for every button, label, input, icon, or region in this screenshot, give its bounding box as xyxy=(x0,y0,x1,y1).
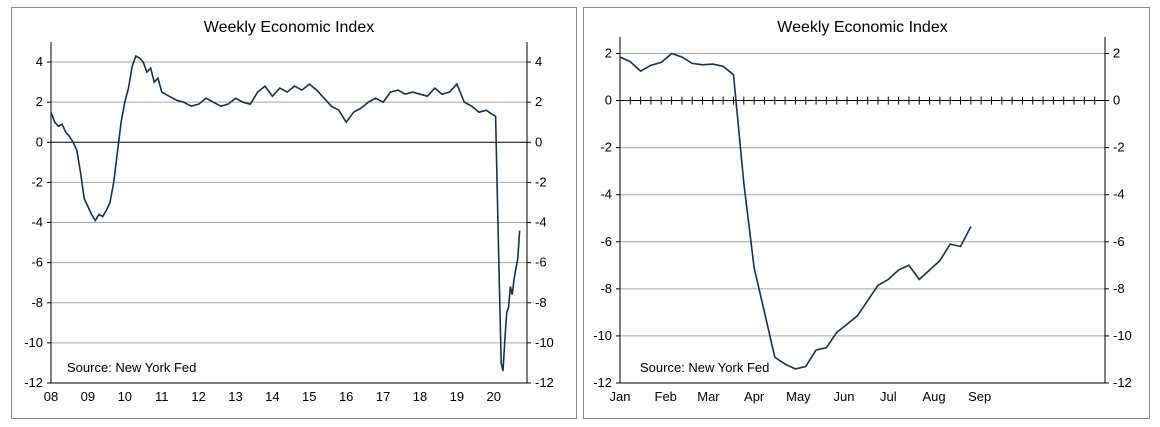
x-tick-label: 11 xyxy=(155,389,169,404)
y-tick-label-right: -12 xyxy=(1113,375,1132,390)
y-tick-label-left: 0 xyxy=(36,134,43,149)
x-tick-label: Mar xyxy=(697,389,720,404)
y-tick-label-left: -4 xyxy=(31,215,43,230)
chart-panel-long-run: Weekly Economic Index -12 -12 -10 -10 -8 -8 -6 -… xyxy=(11,7,577,419)
weekly-economic-index-chart-2020: Weekly Economic Index -12 -12 -10 -10 -8 -8 -6 -… xyxy=(593,19,1132,404)
weekly-economic-index-chart-2008-2020: Weekly Economic Index -12 -12 -10 -10 -8 -8 -6 -… xyxy=(24,19,554,404)
chart-title: Weekly Economic Index xyxy=(204,19,374,36)
x-tick-label: Apr xyxy=(744,389,765,404)
y-tick-label-right: -12 xyxy=(535,375,554,390)
y-tick-label-right: -6 xyxy=(535,255,547,270)
y-tick-label-right: -10 xyxy=(535,335,554,350)
x-tick-label: Jan xyxy=(610,389,631,404)
y-tick-label-right: -4 xyxy=(1113,187,1125,202)
series-line xyxy=(50,54,521,372)
x-tick-label: 13 xyxy=(228,389,242,404)
source-annotation: Source: New York Fed xyxy=(67,360,196,375)
x-tick-label: 15 xyxy=(302,389,316,404)
x-tick-label: Aug xyxy=(922,389,945,404)
x-tick-label: 08 xyxy=(44,389,58,404)
x-tick-label: 17 xyxy=(376,389,390,404)
y-tick-label-left: -8 xyxy=(600,281,612,296)
source-annotation: Source: New York Fed xyxy=(640,360,769,375)
chart-title: Weekly Economic Index xyxy=(777,19,947,36)
x-tick-label: Feb xyxy=(655,389,677,404)
y-tick-label-right: -2 xyxy=(535,174,547,189)
y-tick-label-left: 0 xyxy=(605,93,612,108)
y-tick-label-right: 2 xyxy=(1113,45,1120,60)
x-tick-label: 14 xyxy=(265,389,279,404)
series-line xyxy=(619,52,972,370)
y-tick-label-left: -2 xyxy=(600,140,612,155)
chart-panel-2020: Weekly Economic Index -12 -12 -10 -10 -8 -8 -6 -… xyxy=(583,7,1150,419)
y-tick-label-left: -6 xyxy=(600,234,612,249)
y-tick-label-right: -8 xyxy=(535,295,547,310)
x-tick-label: Jun xyxy=(834,389,855,404)
y-tick-label-left: -12 xyxy=(593,375,612,390)
y-tick-label-right: 4 xyxy=(535,54,542,69)
x-tick-label: 19 xyxy=(450,389,464,404)
y-tick-label-right: 0 xyxy=(535,134,542,149)
y-tick-label-left: -8 xyxy=(31,295,43,310)
y-tick-label-left: 2 xyxy=(36,94,43,109)
y-tick-label-right: -4 xyxy=(535,215,547,230)
x-tick-label: 12 xyxy=(191,389,205,404)
y-tick-label-right: -2 xyxy=(1113,140,1125,155)
x-tick-label: May xyxy=(786,389,811,404)
y-tick-label-right: -8 xyxy=(1113,281,1125,296)
y-tick-label-right: -6 xyxy=(1113,234,1125,249)
x-tick-label: 16 xyxy=(339,389,353,404)
x-tick-label: 18 xyxy=(413,389,427,404)
y-tick-label-left: -10 xyxy=(24,335,43,350)
x-tick-label: Sep xyxy=(968,389,991,404)
y-tick-label-right: 0 xyxy=(1113,93,1120,108)
y-tick-label-left: 4 xyxy=(36,54,43,69)
y-tick-label-left: -10 xyxy=(593,328,612,343)
y-tick-label-left: -6 xyxy=(31,255,43,270)
x-tick-label: 10 xyxy=(118,389,132,404)
y-tick-label-left: -2 xyxy=(31,174,43,189)
y-tick-label-right: -10 xyxy=(1113,328,1132,343)
x-tick-label: Jul xyxy=(880,389,897,404)
x-tick-label: 09 xyxy=(81,389,95,404)
y-tick-label-left: 2 xyxy=(605,45,612,60)
y-tick-label-right: 2 xyxy=(535,94,542,109)
y-tick-label-left: -4 xyxy=(600,187,612,202)
y-tick-label-left: -12 xyxy=(24,375,43,390)
x-tick-label: 20 xyxy=(487,389,501,404)
